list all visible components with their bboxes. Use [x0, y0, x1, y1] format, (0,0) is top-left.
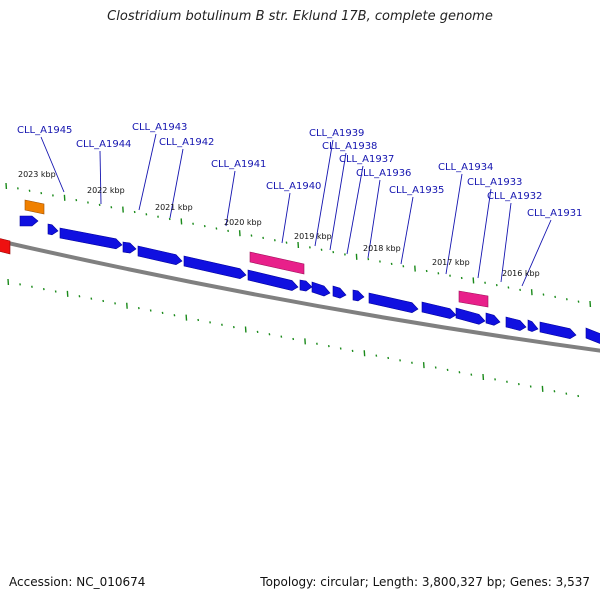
cds-arrow	[299, 279, 313, 292]
cds-arrow	[137, 245, 183, 265]
kbp-label: 2017 kbp	[432, 258, 470, 267]
cds-arrow	[368, 292, 419, 313]
kbp-label: 2020 kbp	[224, 218, 262, 227]
gene-label-cll-a1945: CLL_A1945	[17, 125, 72, 136]
cds-arrow	[455, 307, 486, 325]
cds-arrow	[122, 241, 137, 254]
gene-label-cll-a1943: CLL_A1943	[132, 122, 187, 133]
leader-line	[400, 196, 414, 265]
accession-label: Accession:	[9, 575, 73, 589]
backbone-line	[0, 239, 600, 353]
leader-line	[521, 219, 552, 287]
map-title: Clostridium botulinum B str. Eklund 17B,…	[107, 9, 493, 24]
cds-arrow	[527, 319, 539, 332]
genes-value: 3,537	[555, 575, 590, 589]
gene-label-cll-a1933: CLL_A1933	[467, 177, 522, 188]
gene-label-cll-a1942: CLL_A1942	[159, 137, 214, 148]
topology-label: Topology:	[260, 575, 317, 589]
red-feature	[0, 238, 11, 255]
rna-feature	[249, 251, 305, 275]
rna-feature	[458, 290, 489, 308]
leader-line	[445, 173, 463, 275]
leader-line	[225, 170, 236, 227]
topology-value: circular	[320, 575, 365, 589]
gene-label-cll-a1931: CLL_A1931	[527, 208, 582, 219]
cds-arrow	[485, 312, 501, 326]
misc-feature	[24, 199, 45, 215]
cds-arrow	[585, 327, 600, 344]
length-value: 3,800,327 bp	[421, 575, 502, 589]
leader-line	[329, 152, 347, 251]
gene-label-cll-a1939: CLL_A1939	[309, 128, 364, 139]
cds-arrow	[352, 289, 365, 302]
cds-arrow	[247, 269, 299, 291]
gene-label-cll-a1935: CLL_A1935	[389, 185, 444, 196]
gene-label-cll-a1934: CLL_A1934	[438, 162, 493, 173]
leader-line	[367, 179, 381, 259]
gene-label-cll-a1932: CLL_A1932	[487, 191, 542, 202]
genes-label: Genes:	[509, 575, 552, 589]
leader-line	[314, 139, 334, 247]
cds-arrow	[47, 223, 59, 236]
upper-tick-scale	[5, 182, 592, 308]
gene-label-cll-a1940: CLL_A1940	[266, 181, 321, 192]
cds-arrow	[311, 281, 331, 297]
gene-label-cll-a1941: CLL_A1941	[211, 159, 266, 170]
length-label: Length:	[372, 575, 419, 589]
genome-backbone	[0, 239, 600, 353]
kbp-label: 2023 kbp	[18, 170, 56, 179]
kbp-label: 2021 kbp	[155, 203, 193, 212]
kbp-label: 2016 kbp	[502, 269, 540, 278]
leader-line	[477, 188, 492, 279]
cds-arrow	[19, 215, 39, 227]
gene-label-cll-a1936: CLL_A1936	[356, 168, 411, 179]
cds-arrow	[59, 227, 123, 250]
cds-arrow	[183, 255, 247, 279]
accession-value: NC_010674	[76, 575, 146, 589]
accession-info: Accession: NC_010674	[9, 575, 145, 589]
leader-line	[138, 133, 157, 211]
leader-line	[99, 150, 102, 205]
label-leaders	[40, 133, 552, 287]
kbp-label: 2022 kbp	[87, 186, 125, 195]
leader-line	[346, 165, 364, 255]
cds-arrow	[421, 301, 457, 319]
gene-label-cll-a1944: CLL_A1944	[76, 139, 131, 150]
leader-line	[40, 136, 65, 193]
cds-arrow	[539, 321, 577, 339]
leader-line	[500, 202, 512, 283]
cds-arrow	[332, 285, 347, 299]
gene-label-cll-a1937: CLL_A1937	[339, 154, 394, 165]
feature-track	[0, 199, 600, 344]
leader-line	[169, 148, 184, 219]
cds-arrow	[505, 316, 527, 331]
kbp-label: 2018 kbp	[363, 244, 401, 253]
leader-line	[281, 192, 291, 244]
kbp-label: 2019 kbp	[294, 232, 332, 241]
kbp-labels: 2023 kbp 2022 kbp 2021 kbp 2020 kbp 2019 kbp…	[18, 170, 540, 278]
lower-tick-scale	[7, 278, 580, 398]
gene-label-cll-a1938: CLL_A1938	[322, 141, 377, 152]
genome-summary: Topology: circular; Length: 3,800,327 bp…	[260, 575, 590, 589]
